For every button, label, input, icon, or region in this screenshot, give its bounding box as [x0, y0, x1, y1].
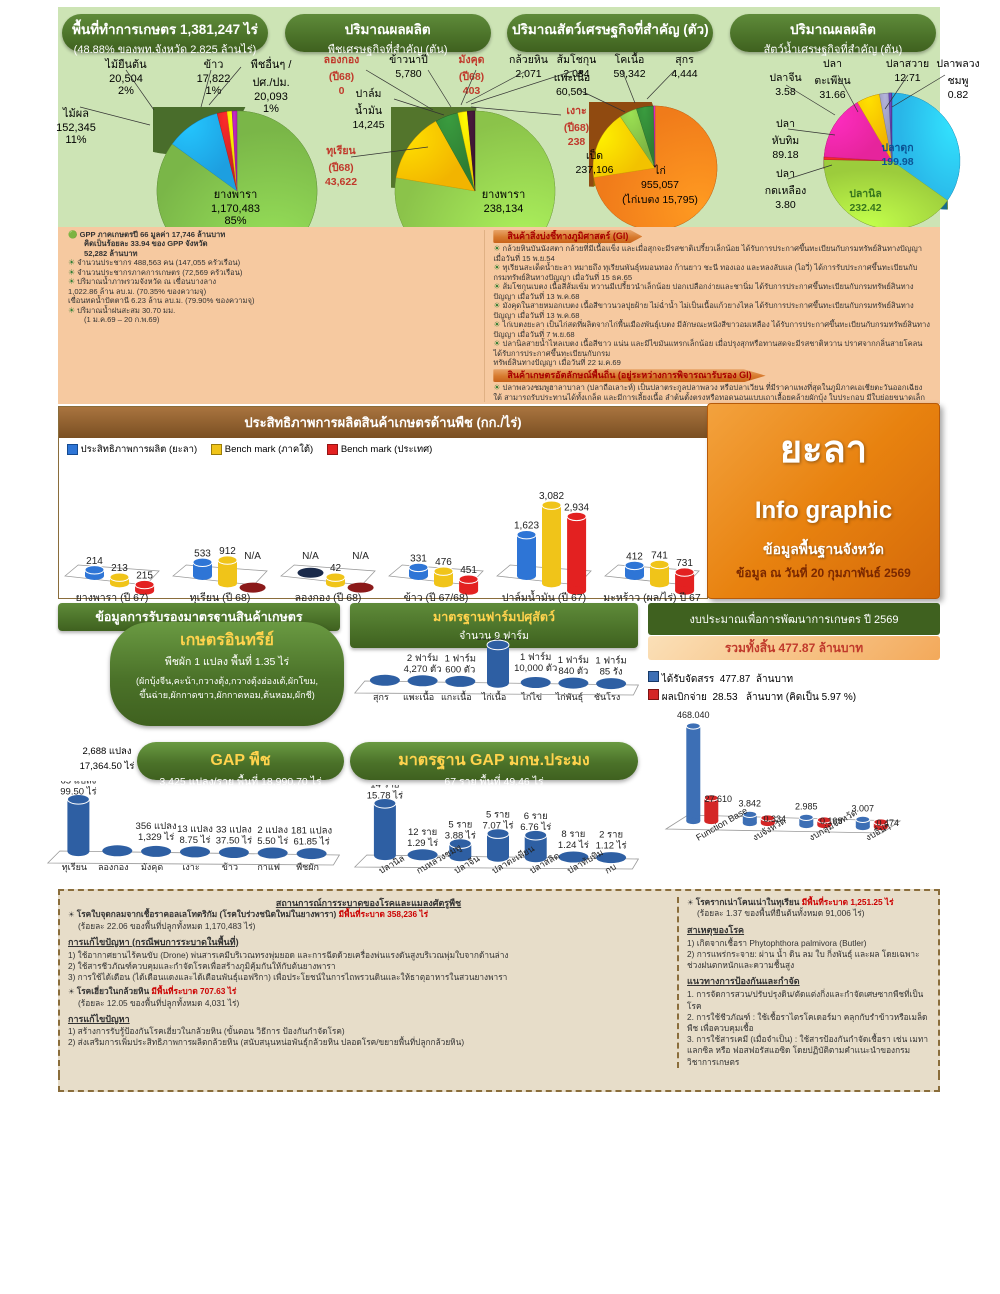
svg-text:5 ราย: 5 ราย [486, 810, 510, 821]
svg-text:1 ฟาร์ม: 1 ฟาร์ม [520, 651, 551, 663]
svg-text:ไก่ไข่: ไก่ไข่ [520, 692, 542, 702]
svg-text:600 ตัว: 600 ตัว [445, 665, 475, 676]
svg-text:476: 476 [435, 557, 452, 568]
svg-text:ทุเรียน: ทุเรียน [62, 862, 87, 873]
svg-text:356 แปลง: 356 แปลง [136, 821, 177, 832]
svg-text:27.610: 27.610 [705, 794, 733, 804]
svg-text:ปาล์มน้ำมัน (ปี 67): ปาล์มน้ำมัน (ปี 67) [502, 590, 586, 604]
svg-text:412: 412 [626, 552, 643, 563]
svg-text:6 ราย: 6 ราย [524, 811, 548, 822]
svg-text:1 ฟาร์ม: 1 ฟาร์ม [445, 653, 476, 665]
svg-text:6.76 ไร่: 6.76 ไร่ [520, 821, 551, 833]
svg-text:4,270 ตัว: 4,270 ตัว [404, 664, 442, 675]
svg-text:แพะเนื้อ: แพะเนื้อ [403, 690, 434, 702]
svg-text:15.78 ไร่: 15.78 ไร่ [367, 789, 403, 801]
svg-text:2 ราย: 2 ราย [599, 830, 623, 841]
svg-text:3.007: 3.007 [852, 804, 875, 814]
svg-text:1.12 ไร่: 1.12 ไร่ [596, 840, 627, 852]
svg-text:8 ราย: 8 ราย [561, 829, 585, 840]
svg-text:แกะเนื้อ: แกะเนื้อ [441, 690, 472, 702]
svg-text:2 แปลง: 2 แปลง [257, 825, 288, 836]
svg-text:2 ฟาร์ม: 2 ฟาร์ม [407, 652, 438, 664]
svg-text:1,623: 1,623 [514, 521, 539, 532]
svg-text:33 แปลง: 33 แปลง [216, 825, 252, 836]
svg-text:สุกร: สุกร [373, 692, 389, 703]
svg-text:2,934: 2,934 [564, 503, 589, 514]
svg-text:5 ราย: 5 ราย [448, 820, 472, 831]
svg-text:215: 215 [136, 571, 153, 582]
svg-text:533: 533 [194, 548, 211, 559]
svg-text:213: 213 [111, 563, 128, 574]
svg-text:ลองกอง: ลองกอง [98, 862, 129, 872]
svg-text:3.842: 3.842 [739, 799, 762, 809]
svg-text:12 ราย: 12 ราย [408, 827, 437, 838]
svg-text:99.50 ไร่: 99.50 ไร่ [60, 785, 96, 797]
svg-text:กาแฟ: กาแฟ [257, 862, 280, 872]
svg-text:1 ฟาร์ม: 1 ฟาร์ม [558, 654, 589, 666]
svg-text:เงาะ: เงาะ [182, 862, 200, 872]
svg-text:42: 42 [330, 563, 342, 574]
svg-text:731: 731 [676, 558, 693, 569]
svg-text:ข้าว: ข้าว [222, 862, 238, 872]
svg-text:912: 912 [219, 546, 236, 557]
svg-text:331: 331 [410, 554, 427, 565]
svg-text:214: 214 [86, 556, 103, 567]
svg-text:37.50 ไร่: 37.50 ไร่ [216, 835, 252, 847]
svg-text:50,000 ตัว: 50,000 ตัว [476, 638, 519, 643]
svg-text:840 ตัว: 840 ตัว [558, 666, 588, 677]
svg-text:181 แปลง: 181 แปลง [291, 826, 332, 837]
svg-text:85 รัง: 85 รัง [600, 667, 623, 678]
svg-text:1,329 ไร่: 1,329 ไร่ [138, 831, 174, 843]
svg-text:1.29 ไร่: 1.29 ไร่ [407, 837, 438, 849]
svg-text:451: 451 [460, 565, 477, 576]
svg-text:8.75 ไร่: 8.75 ไร่ [179, 834, 210, 846]
svg-text:ชันโรง: ชันโรง [594, 692, 620, 702]
svg-text:3.88 ไร่: 3.88 ไร่ [445, 830, 476, 842]
svg-text:7.07 ไร่: 7.07 ไร่ [482, 820, 513, 832]
svg-text:N/A: N/A [302, 551, 319, 562]
svg-text:N/A: N/A [244, 551, 261, 562]
svg-text:N/A: N/A [352, 551, 369, 562]
svg-text:468.040: 468.040 [677, 710, 710, 720]
svg-text:5.50 ไร่: 5.50 ไร่ [257, 835, 288, 847]
svg-text:2.985: 2.985 [795, 802, 818, 812]
svg-text:13 แปลง: 13 แปลง [177, 824, 213, 835]
svg-text:ไก่พันธุ์: ไก่พันธุ์ [555, 691, 584, 703]
svg-text:1 ฟาร์ม: 1 ฟาร์ม [595, 655, 626, 667]
svg-text:3,082: 3,082 [539, 491, 564, 502]
svg-text:10,000 ตัว: 10,000 ตัว [514, 663, 557, 674]
svg-text:พืชผัก: พืชผัก [296, 862, 319, 872]
svg-text:61.85 ไร่: 61.85 ไร่ [293, 836, 329, 848]
svg-text:ไก่เนื้อ: ไก่เนื้อ [481, 690, 507, 702]
svg-text:741: 741 [651, 551, 668, 562]
svg-text:มังคุด: มังคุด [141, 862, 163, 873]
svg-text:1.24 ไร่: 1.24 ไร่ [558, 839, 589, 851]
